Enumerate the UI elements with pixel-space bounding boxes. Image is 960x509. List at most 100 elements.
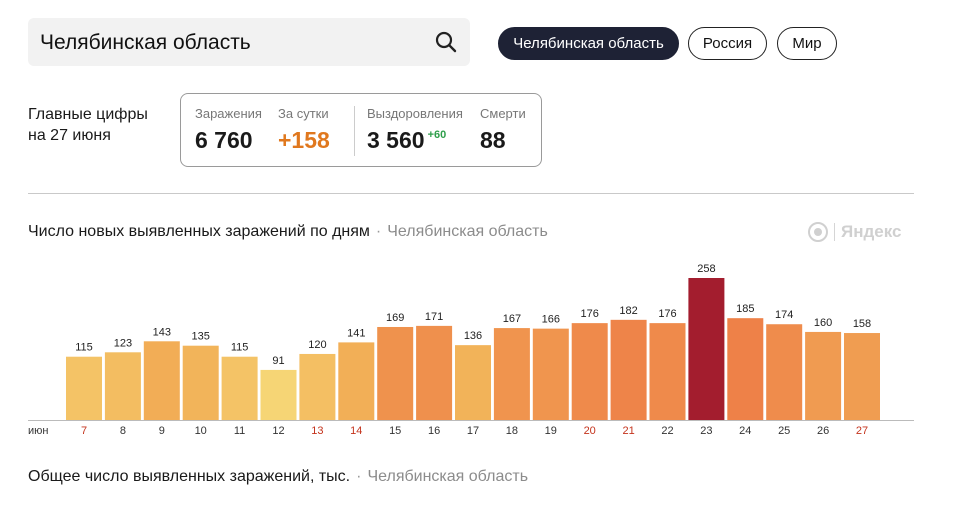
bar-value-label: 120 — [308, 339, 326, 351]
bar-value-label: 166 — [542, 314, 560, 326]
daily-infections-bar-chart: июн 115 7 123 8 143 9 135 10 115 11 91 12 120 13 141 14 1… — [28, 263, 914, 437]
bar-25[interactable] — [766, 324, 803, 420]
bar-value-label: 141 — [347, 327, 365, 339]
bar-value-label: 171 — [425, 311, 443, 323]
x-tick-label: 13 — [311, 425, 323, 437]
x-tick-label: 21 — [622, 425, 634, 437]
bar-22[interactable] — [649, 323, 686, 420]
bar-value-label: 182 — [619, 305, 637, 317]
x-tick-label: 24 — [739, 425, 751, 437]
bar-value-label: 176 — [658, 308, 676, 320]
bar-13[interactable] — [299, 353, 336, 420]
bar-8[interactable] — [104, 352, 141, 420]
bar-18[interactable] — [493, 328, 530, 420]
x-axis-month-label: июн — [28, 425, 48, 437]
headline: Главные цифры на 27 июня — [28, 104, 148, 146]
bar-10[interactable] — [182, 345, 219, 420]
search-icon[interactable] — [434, 30, 458, 54]
bar-value-label: 169 — [386, 312, 404, 324]
yandex-brand: Яндекс — [807, 221, 901, 243]
stat-infections: Заражения 6 760 — [195, 106, 262, 154]
bar-value-label: 91 — [272, 355, 284, 367]
region-chip-russia[interactable]: Россия — [688, 27, 767, 60]
bar-7[interactable] — [66, 356, 102, 420]
bar-value-label: 143 — [153, 326, 171, 338]
bar-16[interactable] — [416, 325, 453, 420]
region-chip-chelyabinsk[interactable]: Челябинская область — [498, 27, 679, 60]
bar-17[interactable] — [455, 345, 491, 420]
stat-recovered-value: 3 560 — [367, 127, 425, 153]
x-tick-label: 10 — [195, 425, 207, 437]
brand-separator — [834, 223, 835, 241]
x-tick-label: 20 — [584, 425, 596, 437]
bar-value-label: 115 — [231, 342, 249, 354]
x-tick-label: 25 — [778, 425, 790, 437]
chart-title: Число новых выявленных заражений по дням — [28, 223, 370, 240]
stat-deaths: Смерти 88 — [480, 106, 526, 154]
bar-20[interactable] — [571, 323, 608, 420]
headline-line2: на 27 июня — [28, 127, 111, 144]
x-tick-label: 27 — [856, 425, 868, 437]
bar-12[interactable] — [260, 369, 297, 420]
bar-15[interactable] — [377, 326, 414, 420]
bar-value-label: 258 — [697, 263, 715, 275]
chart-region: Челябинская область — [387, 223, 548, 240]
bar-value-label: 115 — [75, 342, 93, 354]
bar-27[interactable] — [844, 333, 880, 420]
bar-value-label: 123 — [114, 337, 132, 349]
stat-infections-label: Заражения — [195, 106, 262, 121]
yandex-logo-icon — [808, 222, 828, 242]
section-divider — [28, 193, 914, 194]
stat-daily-label: За сутки — [278, 106, 329, 121]
x-tick-label: 17 — [467, 425, 479, 437]
bar-21[interactable] — [610, 319, 647, 420]
total-chart-title: Общее число выявленных заражений, тыс. — [28, 468, 351, 485]
x-tick-label: 26 — [817, 425, 829, 437]
x-tick-label: 18 — [506, 425, 518, 437]
bar-24[interactable] — [727, 318, 764, 420]
bar-14[interactable] — [338, 342, 375, 420]
stat-daily-value: +158 — [278, 127, 330, 153]
bar-value-label: 167 — [503, 313, 521, 325]
x-tick-label: 19 — [545, 425, 557, 437]
bar-value-label: 136 — [464, 330, 482, 342]
stat-deaths-value: 88 — [480, 127, 506, 153]
x-tick-label: 9 — [159, 425, 165, 437]
bar-9[interactable] — [143, 341, 180, 420]
chart-header-separator: · — [375, 223, 382, 240]
search-input[interactable]: Челябинская область — [40, 31, 251, 54]
x-tick-label: 22 — [661, 425, 673, 437]
x-tick-label: 7 — [81, 425, 87, 437]
total-chart-header: Общее число выявленных заражений, тыс. · Ч… — [28, 468, 528, 486]
stats-panel: Заражения 6 760 За сутки +158 Выздоровле… — [180, 93, 542, 167]
stat-recovered-row: 3 560 +60 — [367, 127, 463, 154]
stat-deaths-label: Смерти — [480, 106, 526, 121]
bar-value-label: 176 — [581, 308, 599, 320]
total-chart-header-separator: · — [356, 468, 362, 485]
bar-19[interactable] — [532, 328, 569, 420]
search-box[interactable]: Челябинская область — [28, 18, 470, 66]
stat-recovered: Выздоровления 3 560 +60 — [367, 106, 463, 154]
bar-value-label: 135 — [192, 331, 210, 343]
x-tick-label: 12 — [272, 425, 284, 437]
x-tick-label: 15 — [389, 425, 401, 437]
bar-value-label: 185 — [736, 303, 754, 315]
x-tick-label: 23 — [700, 425, 712, 437]
x-tick-label: 16 — [428, 425, 440, 437]
brand-name: Яндекс — [841, 222, 902, 241]
bar-value-label: 174 — [775, 309, 793, 321]
total-chart-region: Челябинская область — [367, 468, 529, 485]
stats-divider — [354, 106, 355, 156]
x-tick-label: 14 — [350, 425, 362, 437]
stat-infections-value: 6 760 — [195, 127, 253, 153]
bar-26[interactable] — [805, 331, 842, 420]
bar-23[interactable] — [688, 278, 725, 420]
x-tick-label: 11 — [234, 425, 245, 437]
region-chip-world[interactable]: Мир — [777, 27, 837, 60]
bar-value-label: 158 — [853, 318, 871, 330]
chart-header: Число новых выявленных заражений по дням… — [28, 223, 548, 241]
x-tick-label: 8 — [120, 425, 126, 437]
bar-11[interactable] — [221, 356, 258, 420]
stat-daily: За сутки +158 — [278, 106, 330, 154]
stat-recovered-delta: +60 — [427, 129, 447, 141]
